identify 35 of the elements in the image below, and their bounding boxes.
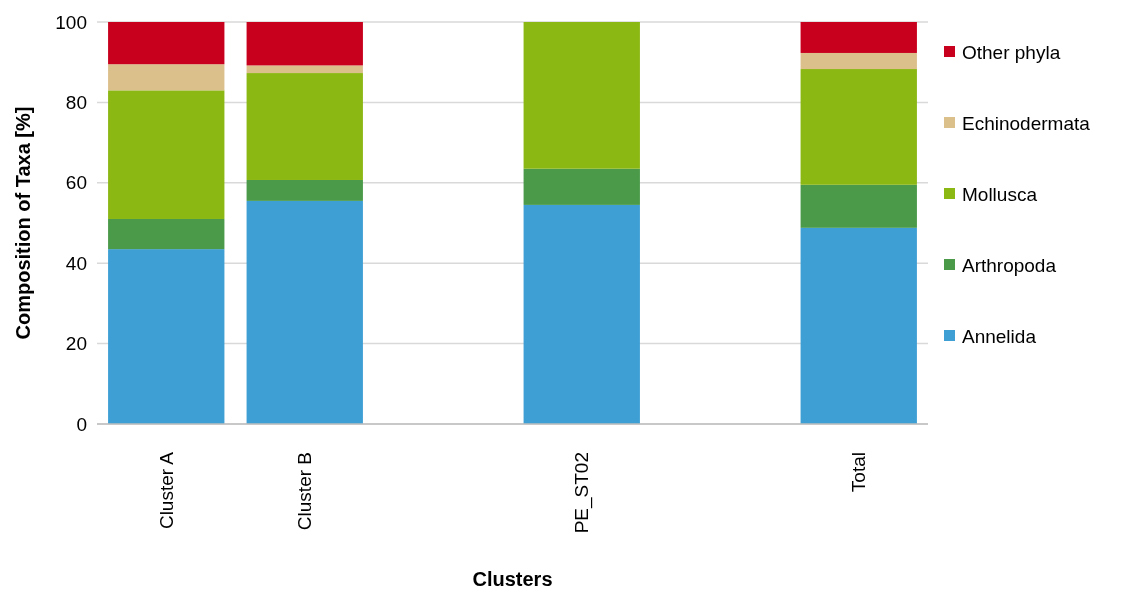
legend-label: Arthropoda xyxy=(962,254,1057,276)
bar xyxy=(108,22,225,65)
bar xyxy=(800,184,917,228)
x-axis-title: Clusters xyxy=(472,568,553,590)
y-tick-label: 40 xyxy=(65,252,87,274)
legend-label: Echinodermata xyxy=(962,112,1091,134)
x-tick-label: PE_ST02 xyxy=(571,452,594,534)
x-tick-label: Total xyxy=(848,452,870,493)
bar xyxy=(246,73,363,180)
legend-label: Annelida xyxy=(962,325,1037,347)
bar xyxy=(523,204,640,424)
bar xyxy=(108,249,225,424)
y-axis-title: Composition of Taxa [%] xyxy=(12,106,34,340)
bar xyxy=(246,65,363,74)
bar xyxy=(800,227,917,424)
bar xyxy=(108,90,225,219)
bar xyxy=(800,22,917,53)
y-tick-label: 60 xyxy=(65,172,87,194)
y-tick-label: 20 xyxy=(65,333,87,355)
x-tick-label: Cluster A xyxy=(155,451,177,530)
legend-label: Mollusca xyxy=(962,183,1038,205)
bar xyxy=(246,179,363,201)
bar xyxy=(108,218,225,250)
bar xyxy=(800,52,917,70)
bar xyxy=(108,64,225,91)
x-tick-label: Cluster B xyxy=(294,452,316,531)
legend-label: Other phyla xyxy=(962,41,1061,63)
bar xyxy=(246,22,363,66)
bar xyxy=(800,69,917,185)
y-tick-label: 80 xyxy=(65,91,87,113)
y-tick-label: 0 xyxy=(76,413,87,435)
bar xyxy=(523,168,640,205)
bar xyxy=(523,22,640,169)
y-tick-label: 100 xyxy=(55,11,87,33)
bar xyxy=(246,200,363,424)
